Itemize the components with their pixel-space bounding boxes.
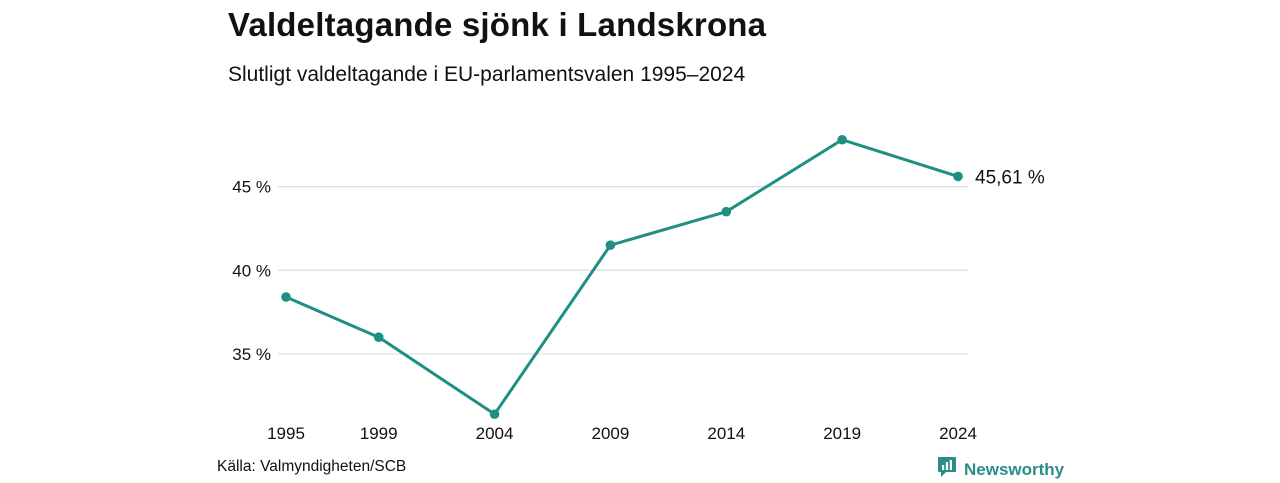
series-line-layer bbox=[284, 138, 960, 416]
data-points bbox=[281, 134, 963, 419]
y-tick-label: 45 % bbox=[232, 178, 271, 197]
chart-subtitle: Slutligt valdeltagande i EU-parlamentsva… bbox=[228, 63, 746, 86]
y-tick-label: 35 % bbox=[232, 345, 271, 364]
newsworthy-logo-icon bbox=[937, 456, 957, 483]
y-axis-ticks: 35 % 40 % 45 % bbox=[232, 178, 271, 364]
series-line bbox=[284, 138, 960, 416]
end-value-label: 45,61 % bbox=[975, 167, 1045, 188]
x-tick-label: 2014 bbox=[707, 424, 745, 443]
data-point bbox=[605, 240, 616, 250]
data-point bbox=[837, 134, 847, 145]
data-point bbox=[373, 332, 384, 343]
data-point bbox=[489, 409, 500, 419]
x-tick-label: 2019 bbox=[823, 424, 861, 443]
data-point bbox=[721, 206, 732, 217]
x-tick-label: 1995 bbox=[267, 424, 305, 443]
gridlines bbox=[278, 186, 968, 355]
y-tick-label: 40 % bbox=[232, 261, 271, 280]
x-tick-label: 2004 bbox=[476, 424, 514, 443]
chart-title: Valdeltagande sjönk i Landskrona bbox=[228, 6, 767, 43]
data-point bbox=[953, 171, 963, 182]
x-tick-label: 2024 bbox=[939, 424, 977, 443]
x-axis-ticks: 1995 1999 2004 2009 2014 2019 2024 bbox=[267, 424, 977, 443]
brand[interactable]: Newsworthy bbox=[937, 456, 1064, 483]
data-labels: 45,61 % bbox=[975, 167, 1045, 188]
x-tick-label: 2009 bbox=[591, 424, 629, 443]
data-point bbox=[281, 292, 291, 302]
x-tick-label: 1999 bbox=[360, 424, 398, 443]
brand-name: Newsworthy bbox=[964, 459, 1065, 479]
source-note: Källa: Valmyndigheten/SCB bbox=[217, 458, 407, 475]
